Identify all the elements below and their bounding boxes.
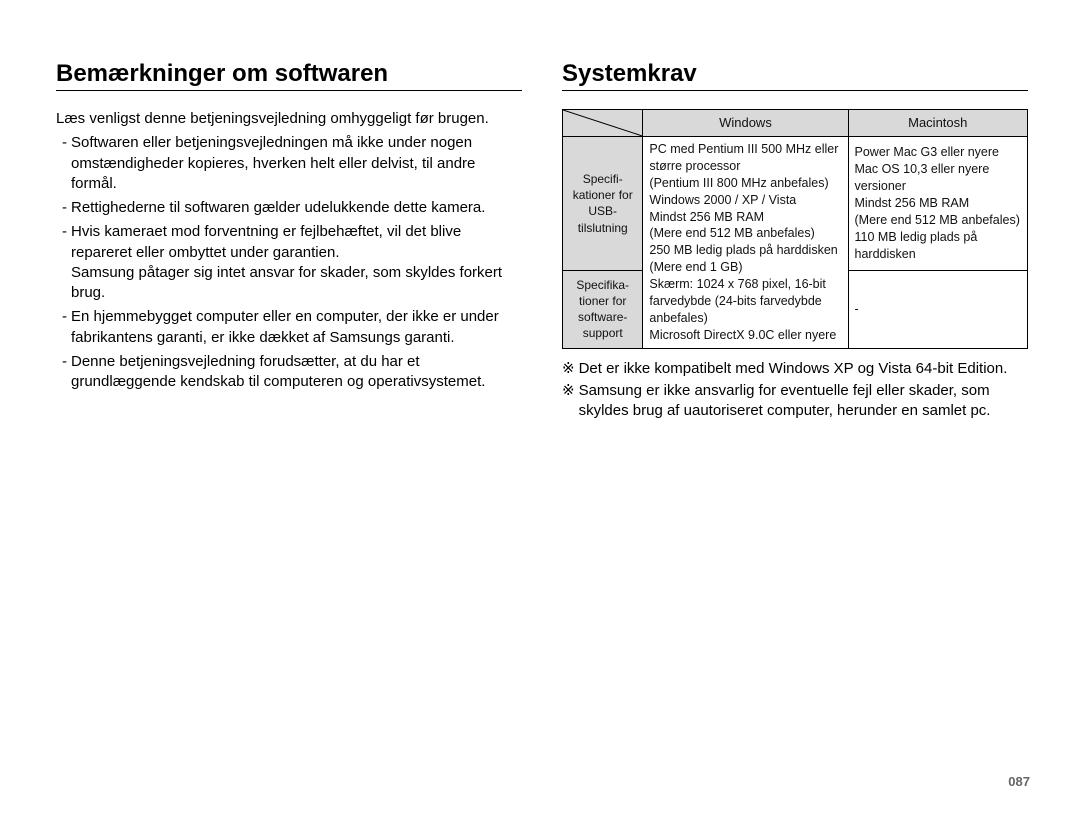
footnote-symbol: ※ [562,381,579,422]
right-heading: Systemkrav [562,60,1028,91]
footnote-symbol: ※ [562,359,579,379]
footnote-line: ※Samsung er ikke ansvarlig for eventuell… [562,381,1028,422]
bullet-text: En hjemmebygget computer eller en comput… [71,307,522,348]
right-column: Systemkrav Windows Macintosh Specifi­kat… [562,60,1028,775]
bullet-dash: - [56,133,71,194]
row-label-software: Specifika­tioner for software-support [563,270,643,348]
footnote-line: ※Det er ikke kompatibelt med Windows XP … [562,359,1028,379]
bullet-dash: - [56,352,71,393]
page-number: 087 [1008,774,1030,789]
bullet-dash: - [56,198,71,218]
bullet-item: -Softwaren eller betjeningsvejledningen … [56,133,522,194]
diagonal-line-icon [563,110,642,136]
cell-mac-usb: Power Mac G3 eller nyereMac OS 10,3 elle… [848,137,1028,271]
bullet-item: -Denne betjeningsvejledning forudsætter,… [56,352,522,393]
footnote-text: Det er ikke kompatibelt med Windows XP o… [579,359,1028,379]
cell-windows-combined: PC med Pentium III 500 MHz eller større … [643,137,848,349]
cell-mac-software: - [848,270,1028,348]
left-heading: Bemærkninger om softwaren [56,60,522,91]
bullet-item: -Hvis kameraet mod forventning er fejlbe… [56,222,522,303]
col-header-windows: Windows [643,110,848,137]
bullet-list: -Softwaren eller betjeningsvejledningen … [56,133,522,392]
system-requirements-table: Windows Macintosh Specifi­kationer for U… [562,109,1028,349]
manual-page: Bemærkninger om softwaren Læs venligst d… [0,0,1080,815]
col-header-macintosh: Macintosh [848,110,1028,137]
footnote-text: Samsung er ikke ansvarlig for eventuelle… [579,381,1028,422]
left-body: Læs venligst denne betjeningsvejledning … [56,109,522,396]
bullet-dash: - [56,222,71,303]
row-label-text: Specifika­tioner for software-support [576,278,629,341]
intro-text: Læs venligst denne betjeningsvejledning … [56,109,522,129]
row-label-text: Specifi­kationer for USB-tilslutning [573,172,633,235]
table-corner-cell [563,110,643,137]
table-header-row: Windows Macintosh [563,110,1028,137]
bullet-item: -Rettighederne til softwaren gælder udel… [56,198,522,218]
footnotes: ※Det er ikke kompatibelt med Windows XP … [562,359,1028,424]
bullet-text: Denne betjeningsvejledning forudsætter, … [71,352,522,393]
bullet-dash: - [56,307,71,348]
row-label-usb: Specifi­kationer for USB-tilslutning [563,137,643,271]
left-column: Bemærkninger om softwaren Læs venligst d… [56,60,522,775]
bullet-text: Rettighederne til softwaren gælder udelu… [71,198,522,218]
bullet-text: Hvis kameraet mod forventning er fejlbeh… [71,222,522,303]
bullet-item: -En hjemmebygget computer eller en compu… [56,307,522,348]
table-row: Specifi­kationer for USB-tilslutning PC … [563,137,1028,271]
bullet-text: Softwaren eller betjeningsvejledningen m… [71,133,522,194]
